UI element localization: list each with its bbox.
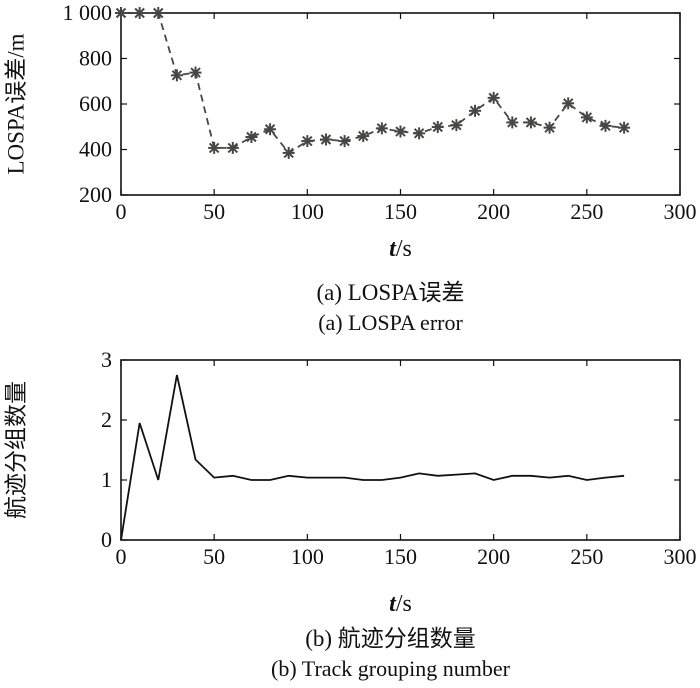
data-point-marker xyxy=(562,97,575,110)
x-tick-label: 250 xyxy=(570,199,603,224)
data-point-marker xyxy=(226,141,239,154)
marker-stroke xyxy=(339,135,350,147)
data-point-marker xyxy=(282,146,295,159)
data-point-marker xyxy=(208,141,221,154)
x-tick-label: 150 xyxy=(384,544,417,569)
data-point-marker xyxy=(357,130,370,143)
x-tick-label: 300 xyxy=(664,199,697,224)
data-point-marker xyxy=(133,7,146,19)
chart-subtitle: (b) Track grouping number xyxy=(271,656,511,681)
marker-stroke xyxy=(488,92,499,104)
data-point-marker xyxy=(413,127,426,140)
data-point-marker xyxy=(170,69,183,82)
data-point-marker xyxy=(319,133,332,146)
data-point-marker xyxy=(375,122,388,135)
y-axis-label: 航迹分组数量 xyxy=(3,381,28,519)
y-axis-label: LOSPA误差/m xyxy=(3,33,28,174)
y-tick-label: 200 xyxy=(79,182,112,207)
data-point-marker xyxy=(338,135,351,148)
data-point-marker xyxy=(394,125,407,138)
data-point-marker xyxy=(450,119,463,132)
data-point-marker xyxy=(264,123,277,136)
data-point-marker xyxy=(152,7,165,19)
data-point-marker xyxy=(431,120,444,133)
marker-stroke xyxy=(190,67,201,78)
x-tick-label: 100 xyxy=(291,199,324,224)
data-point-marker xyxy=(580,111,593,124)
data-point-marker xyxy=(301,135,314,148)
marker-stroke xyxy=(153,7,164,19)
y-tick-label: 0 xyxy=(101,527,112,552)
x-tick-label: 0 xyxy=(116,544,127,569)
x-axis-label: t/s xyxy=(389,236,412,262)
x-tick-label: 50 xyxy=(203,544,225,569)
data-point-marker xyxy=(618,121,631,134)
y-tick-label: 800 xyxy=(79,46,112,71)
series-line xyxy=(121,12,625,155)
marker-stroke xyxy=(358,130,369,142)
data-point-marker xyxy=(189,66,202,79)
marker-stroke xyxy=(283,147,294,159)
data-point-marker xyxy=(487,91,500,104)
marker-stroke xyxy=(581,112,593,123)
marker-stroke xyxy=(395,126,406,137)
marker-stroke xyxy=(544,122,555,133)
marker-stroke xyxy=(208,142,220,154)
marker-stroke xyxy=(171,70,183,81)
marker-stroke xyxy=(432,121,443,133)
plot-frame xyxy=(120,12,681,196)
marker-stroke xyxy=(246,131,257,143)
data-point-marker xyxy=(524,116,537,129)
marker-stroke xyxy=(562,98,574,109)
x-tick-label: 150 xyxy=(384,199,417,224)
x-tick-label: 250 xyxy=(570,544,603,569)
marker-stroke xyxy=(618,122,630,133)
marker-stroke xyxy=(507,117,518,128)
marker-stroke xyxy=(525,117,537,128)
data-point-marker xyxy=(115,7,127,19)
x-tick-label: 50 xyxy=(203,199,225,224)
y-tick-label: 400 xyxy=(79,137,112,162)
marker-stroke xyxy=(469,105,481,117)
chart-panel-2: 0 50 100 150 200 250 300 0 1 2 3 t/s 航迹分组数量 (b) 航迹分组数… xyxy=(3,347,696,681)
marker-stroke xyxy=(320,134,332,145)
chart-title: (b) 航迹分组数量 xyxy=(305,626,476,651)
x-tick-label: 200 xyxy=(477,544,510,569)
x-tick-label: 0 xyxy=(116,199,127,224)
x-tick-label: 100 xyxy=(291,544,324,569)
x-tick-label: 300 xyxy=(664,544,697,569)
marker-stroke xyxy=(264,124,276,135)
y-tick-label: 1 xyxy=(101,467,112,492)
data-point-marker xyxy=(245,130,258,143)
marker-stroke xyxy=(451,119,462,131)
marker-stroke xyxy=(227,142,239,154)
data-point-marker xyxy=(506,116,519,129)
series-line xyxy=(120,374,625,541)
data-point-marker xyxy=(543,121,556,134)
plot-frame xyxy=(120,359,681,541)
x-axis-label: t/s xyxy=(389,591,412,617)
data-point-marker xyxy=(599,119,612,132)
data-point-marker xyxy=(469,104,482,117)
marker-stroke xyxy=(413,128,425,139)
marker-stroke xyxy=(600,120,611,132)
marker-stroke xyxy=(115,7,127,19)
chart-panel-1: 0 50 100 150 200 250 300 200 400 600 800 1 000 t/s LO… xyxy=(3,0,696,335)
marker-stroke xyxy=(302,135,313,147)
chart-subtitle: (a) LOSPA error xyxy=(318,310,463,335)
chart-title: (a) LOSPA误差 xyxy=(316,280,464,305)
y-tick-label: 600 xyxy=(79,91,112,116)
marker-stroke xyxy=(134,7,145,19)
x-tick-label: 200 xyxy=(477,199,510,224)
marker-stroke xyxy=(376,123,388,134)
y-tick-label: 3 xyxy=(101,347,112,372)
y-tick-label: 2 xyxy=(101,407,112,432)
y-tick-label: 1 000 xyxy=(63,0,113,25)
